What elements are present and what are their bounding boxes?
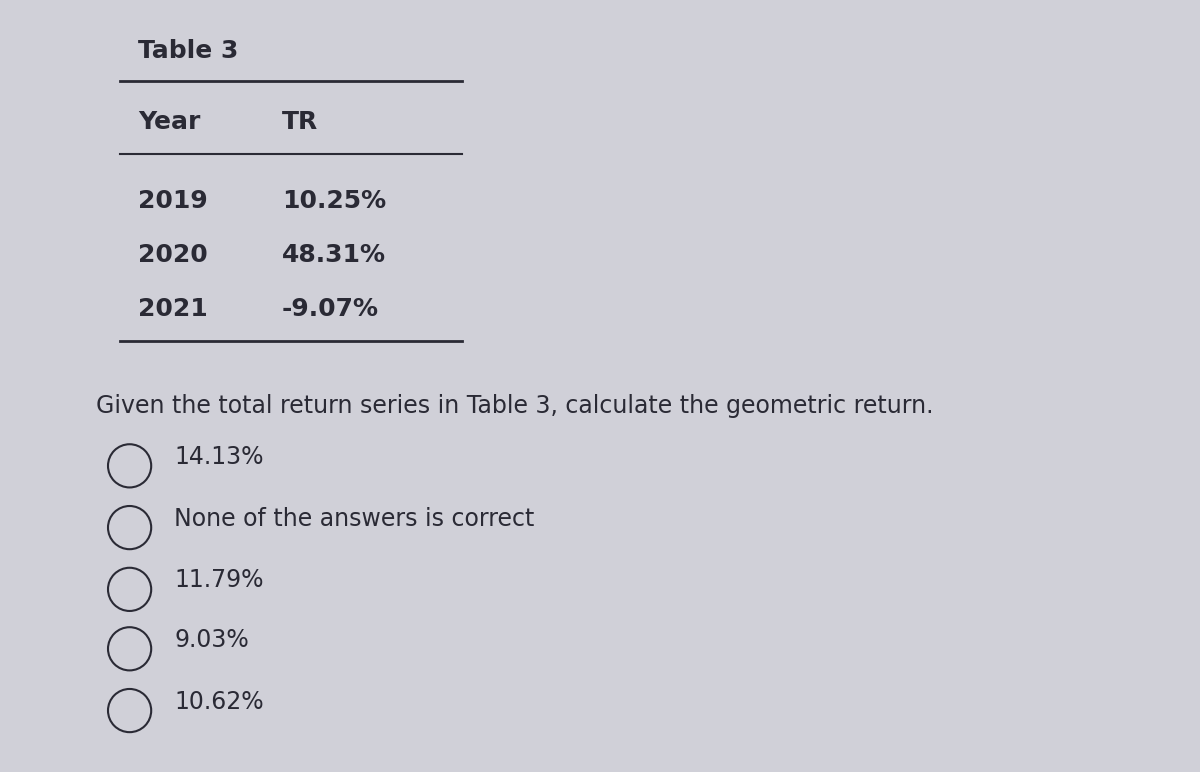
Text: 48.31%: 48.31% — [282, 243, 386, 267]
Text: 2020: 2020 — [138, 243, 208, 267]
Text: 9.03%: 9.03% — [174, 628, 248, 652]
Text: 10.25%: 10.25% — [282, 189, 386, 213]
Text: 2019: 2019 — [138, 189, 208, 213]
Text: -9.07%: -9.07% — [282, 297, 379, 321]
Text: Given the total return series in Table 3, calculate the geometric return.: Given the total return series in Table 3… — [96, 394, 934, 418]
Text: Table 3: Table 3 — [138, 39, 239, 63]
Text: TR: TR — [282, 110, 318, 134]
Text: None of the answers is correct: None of the answers is correct — [174, 506, 534, 530]
Text: Year: Year — [138, 110, 200, 134]
Text: 14.13%: 14.13% — [174, 445, 264, 469]
Text: 2021: 2021 — [138, 297, 208, 321]
Text: 10.62%: 10.62% — [174, 689, 264, 713]
Text: 11.79%: 11.79% — [174, 568, 264, 592]
